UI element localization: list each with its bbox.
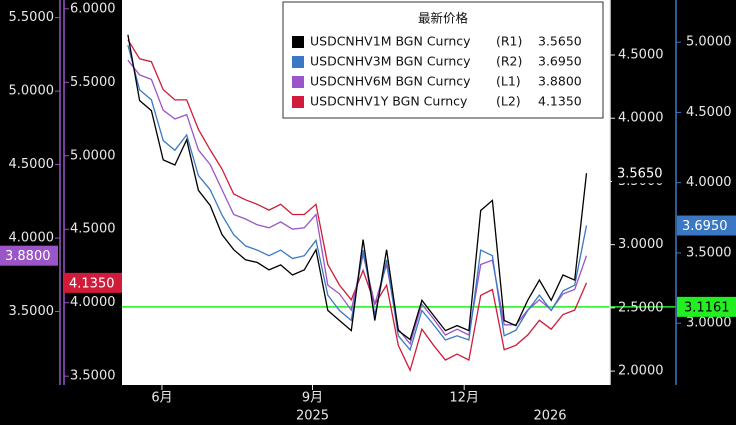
- value-tag-label: 3.6950: [682, 219, 728, 234]
- value-tag: [612, 163, 674, 184]
- y-tick-label: 4.0000: [70, 295, 116, 310]
- legend-axis: (R1): [496, 34, 522, 49]
- y-tick-label: 6.0000: [70, 1, 116, 16]
- y-tick-label: 5.0000: [9, 84, 55, 99]
- y-tick-label: 4.5000: [70, 222, 116, 237]
- legend-value: 4.1350: [538, 94, 582, 109]
- y-tick-label: 5.5000: [9, 10, 55, 25]
- legend-value: 3.6950: [538, 54, 582, 69]
- y-tick-label: 2.5000: [618, 300, 664, 315]
- value-tag: [677, 215, 736, 236]
- legend-name: USDCNHV1M BGN Curncy: [310, 34, 471, 49]
- y-tick-label: 3.0000: [686, 316, 732, 331]
- value-tag: [64, 272, 122, 293]
- y-tick-label: 4.5000: [9, 157, 55, 172]
- y-tick-label: 2.0000: [618, 364, 664, 379]
- plot: [122, 34, 676, 373]
- legend-axis: (R2): [496, 54, 522, 69]
- y-tick-label: 4.0000: [618, 111, 664, 126]
- reference-label: 3.1161: [684, 300, 730, 315]
- series-line: [127, 34, 588, 341]
- y-tick-label: 4.5000: [686, 105, 732, 120]
- y-tick-label: 3.0000: [618, 237, 664, 252]
- y-tick-label: 5.0000: [70, 148, 116, 163]
- value-tag: [0, 245, 58, 266]
- legend-swatch: [292, 96, 304, 108]
- legend-swatch: [292, 36, 304, 48]
- legend-axis: (L1): [496, 74, 521, 89]
- legend-name: USDCNHV3M BGN Curncy: [310, 54, 471, 69]
- legend-title: 最新价格: [418, 11, 469, 26]
- y-tick-label: 5.0000: [686, 35, 732, 50]
- x-tick-label: 6月: [151, 391, 172, 406]
- y-tick-label: 3.5000: [70, 369, 116, 384]
- value-tag-label: 3.8800: [5, 249, 51, 264]
- legend-swatch: [292, 76, 304, 88]
- y-tick-label: 4.5000: [618, 48, 664, 63]
- legend-name: USDCNHV6M BGN Curncy: [310, 74, 471, 89]
- year-label: 2025: [296, 409, 329, 424]
- x-tick-label: 9月: [302, 391, 323, 406]
- value-tag-label: 3.5650: [617, 167, 663, 182]
- x-tick-label: 12月: [449, 391, 479, 406]
- y-tick-label: 3.5000: [9, 304, 55, 319]
- value-tag-label: 4.1350: [69, 276, 115, 291]
- y-tick-label: 3.5000: [686, 245, 732, 260]
- y-tick-label: 4.0000: [686, 175, 732, 190]
- legend-value: 3.8800: [538, 74, 582, 89]
- legend-swatch: [292, 56, 304, 68]
- year-label: 2026: [533, 409, 566, 424]
- legend-axis: (L2): [496, 94, 521, 109]
- legend-name: USDCNHV1Y BGN Curncy: [310, 94, 468, 109]
- legend: 最新价格 USDCNHV1M BGN Curncy (R1) 3.5650 USDCN…: [282, 1, 604, 119]
- y-tick-label: 4.0000: [9, 231, 55, 246]
- reference-tag: [677, 296, 736, 317]
- legend-box: [282, 1, 604, 119]
- legend-value: 3.5650: [538, 34, 582, 49]
- y-tick-label: 5.5000: [70, 75, 116, 90]
